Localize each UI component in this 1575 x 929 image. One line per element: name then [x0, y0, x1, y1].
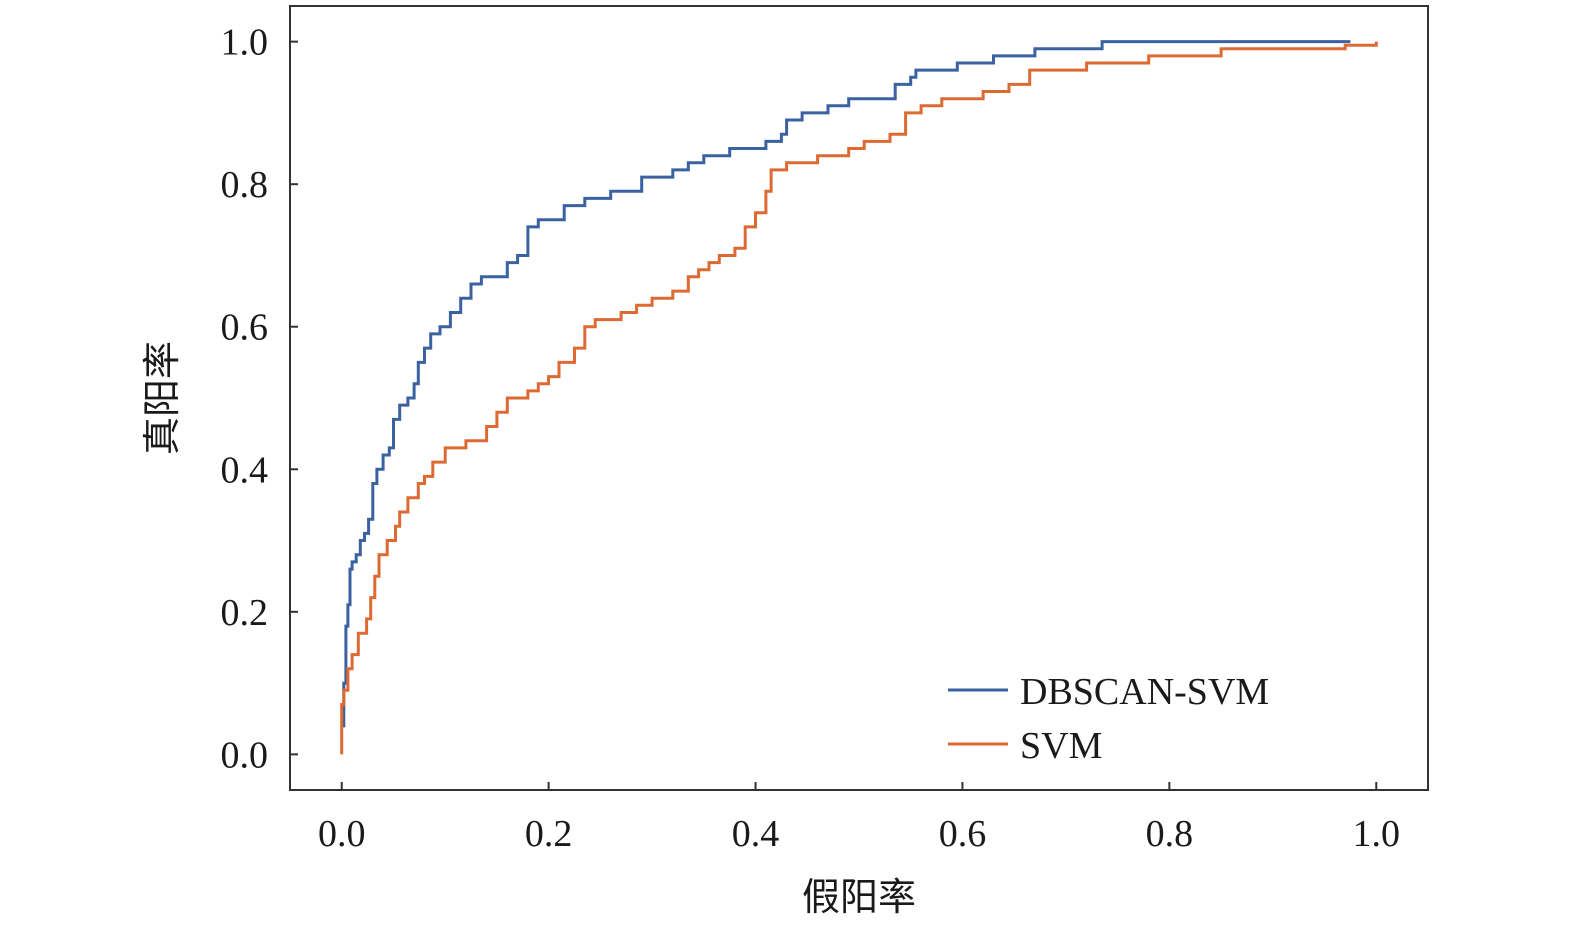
x-axis-label: 假阳率 — [802, 875, 916, 919]
legend: DBSCAN-SVM SVM — [948, 671, 1269, 767]
x-tick-label: 0.6 — [939, 813, 987, 855]
x-tick-label: 0.2 — [525, 813, 573, 855]
plot-frame — [289, 5, 1429, 791]
y-axis-ticks: 0.0 0.2 0.4 0.6 0.8 1.0 — [221, 22, 298, 776]
x-axis-ticks: 0.0 0.2 0.4 0.6 0.8 1.0 — [318, 782, 1400, 855]
y-tick-label: 1.0 — [221, 22, 269, 64]
y-tick-label: 0.0 — [221, 734, 269, 776]
x-tick-label: 1.0 — [1353, 813, 1401, 855]
y-tick-label: 0.8 — [221, 164, 269, 206]
y-tick-label: 0.4 — [221, 449, 269, 491]
y-axis-label: 真阳率 — [140, 341, 184, 455]
series-line-svm — [340, 41, 1378, 755]
series-line-dbscan-svm — [341, 40, 1351, 728]
x-tick-label: 0.8 — [1146, 813, 1194, 855]
legend-label-dbscan-svm: DBSCAN-SVM — [1020, 671, 1269, 713]
legend-label-svm: SVM — [1020, 725, 1102, 767]
series-layer — [340, 40, 1378, 755]
x-tick-label: 0.4 — [732, 813, 780, 855]
y-tick-label: 0.2 — [221, 592, 269, 634]
x-tick-label: 0.0 — [318, 813, 366, 855]
y-tick-label: 0.6 — [221, 307, 269, 349]
